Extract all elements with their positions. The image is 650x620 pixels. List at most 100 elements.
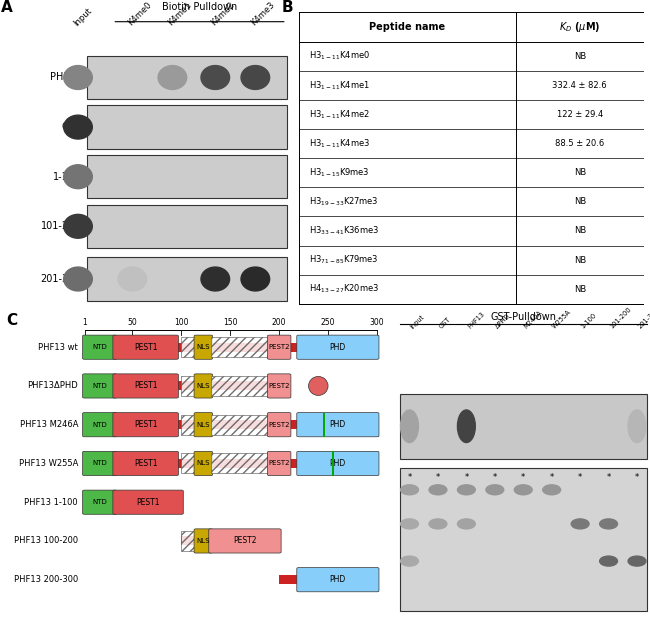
Ellipse shape xyxy=(400,485,419,495)
Text: *: * xyxy=(436,472,440,482)
Bar xyxy=(84,381,289,391)
Text: PEST2: PEST2 xyxy=(268,461,290,466)
Text: PEST1: PEST1 xyxy=(134,381,157,391)
Ellipse shape xyxy=(514,485,532,495)
Text: $K_D$ ($\mu$M): $K_D$ ($\mu$M) xyxy=(559,20,601,34)
Text: H3$_{71-85}$K79me3: H3$_{71-85}$K79me3 xyxy=(309,254,379,267)
Ellipse shape xyxy=(64,215,92,238)
Text: 250: 250 xyxy=(321,318,335,327)
FancyBboxPatch shape xyxy=(113,374,178,398)
Text: *: * xyxy=(635,472,639,482)
Bar xyxy=(400,394,647,459)
Bar xyxy=(86,257,287,301)
Polygon shape xyxy=(181,531,196,551)
Ellipse shape xyxy=(64,115,92,139)
Text: PHD: PHD xyxy=(330,343,346,352)
FancyBboxPatch shape xyxy=(297,568,379,591)
Polygon shape xyxy=(181,376,196,396)
Text: PHF13 200-300: PHF13 200-300 xyxy=(14,575,78,584)
FancyBboxPatch shape xyxy=(113,335,178,360)
Text: 101-200: 101-200 xyxy=(608,306,632,330)
Bar xyxy=(181,536,279,546)
FancyBboxPatch shape xyxy=(83,451,117,476)
Ellipse shape xyxy=(458,519,475,529)
Text: NTD: NTD xyxy=(92,422,107,428)
Ellipse shape xyxy=(241,66,270,89)
Ellipse shape xyxy=(118,267,147,291)
Text: H3$_{1-11}$K4me0: H3$_{1-11}$K4me0 xyxy=(309,50,370,63)
FancyBboxPatch shape xyxy=(113,451,178,476)
Text: PEST2: PEST2 xyxy=(268,422,290,428)
Ellipse shape xyxy=(64,165,92,188)
Ellipse shape xyxy=(600,556,618,566)
Text: NTD: NTD xyxy=(92,461,107,466)
Bar xyxy=(86,105,287,149)
Ellipse shape xyxy=(201,267,229,291)
Text: ΔPHD: ΔPHD xyxy=(495,312,512,330)
Ellipse shape xyxy=(543,485,560,495)
Text: K4me2: K4me2 xyxy=(209,1,236,28)
Text: NLS: NLS xyxy=(196,344,210,350)
Text: PEST1: PEST1 xyxy=(134,459,157,468)
Text: 101-200: 101-200 xyxy=(40,221,81,231)
Text: Input: Input xyxy=(72,6,94,28)
Text: NLS: NLS xyxy=(196,461,210,466)
Text: NB: NB xyxy=(574,197,586,206)
Text: PHD: PHD xyxy=(330,459,346,468)
Text: NB: NB xyxy=(574,51,586,61)
Text: PHF13 wt: PHF13 wt xyxy=(38,343,78,352)
Text: PEST2: PEST2 xyxy=(268,344,290,350)
Text: NTD: NTD xyxy=(92,383,107,389)
Text: PHF13: PHF13 xyxy=(467,311,486,330)
FancyBboxPatch shape xyxy=(113,490,183,515)
FancyBboxPatch shape xyxy=(194,529,213,553)
Ellipse shape xyxy=(458,485,475,495)
FancyBboxPatch shape xyxy=(297,413,379,436)
Bar xyxy=(400,468,647,611)
Text: 1: 1 xyxy=(82,318,87,327)
Polygon shape xyxy=(211,376,269,396)
Text: K4me3: K4me3 xyxy=(249,1,276,28)
Ellipse shape xyxy=(600,519,618,529)
Text: W255A: W255A xyxy=(552,309,573,330)
Text: *: * xyxy=(549,472,554,482)
Ellipse shape xyxy=(64,267,92,291)
Text: 200: 200 xyxy=(272,318,287,327)
Text: 1-100: 1-100 xyxy=(53,172,81,182)
FancyBboxPatch shape xyxy=(113,413,178,436)
FancyBboxPatch shape xyxy=(209,529,281,553)
Text: PEST2: PEST2 xyxy=(268,383,290,389)
Bar xyxy=(84,498,181,507)
Text: PEST2: PEST2 xyxy=(233,536,257,546)
Text: PEST1: PEST1 xyxy=(134,420,157,429)
FancyBboxPatch shape xyxy=(83,335,117,360)
Text: *: * xyxy=(606,472,611,482)
Text: *: * xyxy=(521,472,525,482)
Text: 1-100: 1-100 xyxy=(580,312,598,330)
Ellipse shape xyxy=(64,66,92,89)
Text: NB: NB xyxy=(574,168,586,177)
Text: NLS: NLS xyxy=(196,538,210,544)
Text: 300: 300 xyxy=(370,318,384,327)
Text: PHD: PHD xyxy=(330,420,346,429)
Text: Peptide name: Peptide name xyxy=(369,22,446,32)
FancyBboxPatch shape xyxy=(297,451,379,476)
Text: K4me1: K4me1 xyxy=(166,1,193,28)
Text: 150: 150 xyxy=(223,318,237,327)
Polygon shape xyxy=(211,415,269,435)
FancyBboxPatch shape xyxy=(267,374,291,398)
Bar xyxy=(84,420,377,429)
Polygon shape xyxy=(211,337,269,357)
Text: NLS: NLS xyxy=(196,383,210,389)
FancyBboxPatch shape xyxy=(267,335,291,360)
FancyBboxPatch shape xyxy=(83,490,117,515)
Text: A: A xyxy=(1,0,12,15)
Text: H3$_{1-11}$K4me3: H3$_{1-11}$K4me3 xyxy=(309,137,370,150)
Text: H3$_{19-33}$K27me3: H3$_{19-33}$K27me3 xyxy=(309,195,379,208)
Polygon shape xyxy=(211,453,269,474)
Bar xyxy=(279,575,377,584)
Text: 122 ± 29.4: 122 ± 29.4 xyxy=(556,110,603,119)
FancyBboxPatch shape xyxy=(267,451,291,476)
Text: PEST1: PEST1 xyxy=(134,343,157,352)
Ellipse shape xyxy=(429,519,447,529)
